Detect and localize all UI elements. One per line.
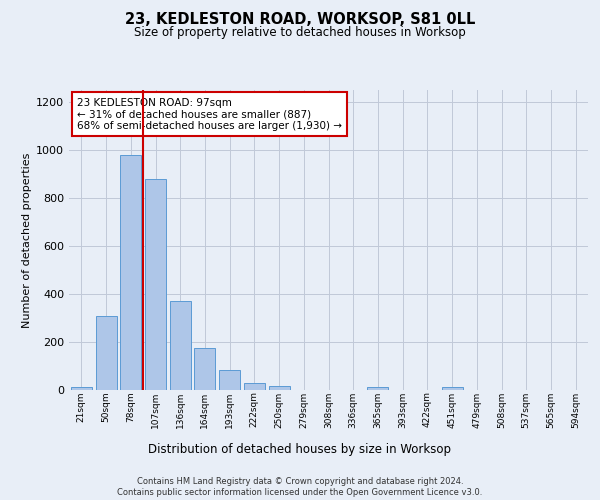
Bar <box>194 348 215 390</box>
Bar <box>170 301 191 390</box>
Bar <box>71 387 92 390</box>
Y-axis label: Number of detached properties: Number of detached properties <box>22 152 32 328</box>
Bar <box>269 386 290 390</box>
Bar <box>95 316 116 390</box>
Text: Contains HM Land Registry data © Crown copyright and database right 2024.
Contai: Contains HM Land Registry data © Crown c… <box>118 478 482 497</box>
Bar <box>244 384 265 390</box>
Bar <box>219 370 240 390</box>
Text: Size of property relative to detached houses in Worksop: Size of property relative to detached ho… <box>134 26 466 39</box>
Text: 23, KEDLESTON ROAD, WORKSOP, S81 0LL: 23, KEDLESTON ROAD, WORKSOP, S81 0LL <box>125 12 475 28</box>
Bar <box>442 387 463 390</box>
Bar <box>367 387 388 390</box>
Text: 23 KEDLESTON ROAD: 97sqm
← 31% of detached houses are smaller (887)
68% of semi-: 23 KEDLESTON ROAD: 97sqm ← 31% of detach… <box>77 98 342 130</box>
Text: Distribution of detached houses by size in Worksop: Distribution of detached houses by size … <box>149 442 452 456</box>
Bar <box>120 155 141 390</box>
Bar <box>145 179 166 390</box>
